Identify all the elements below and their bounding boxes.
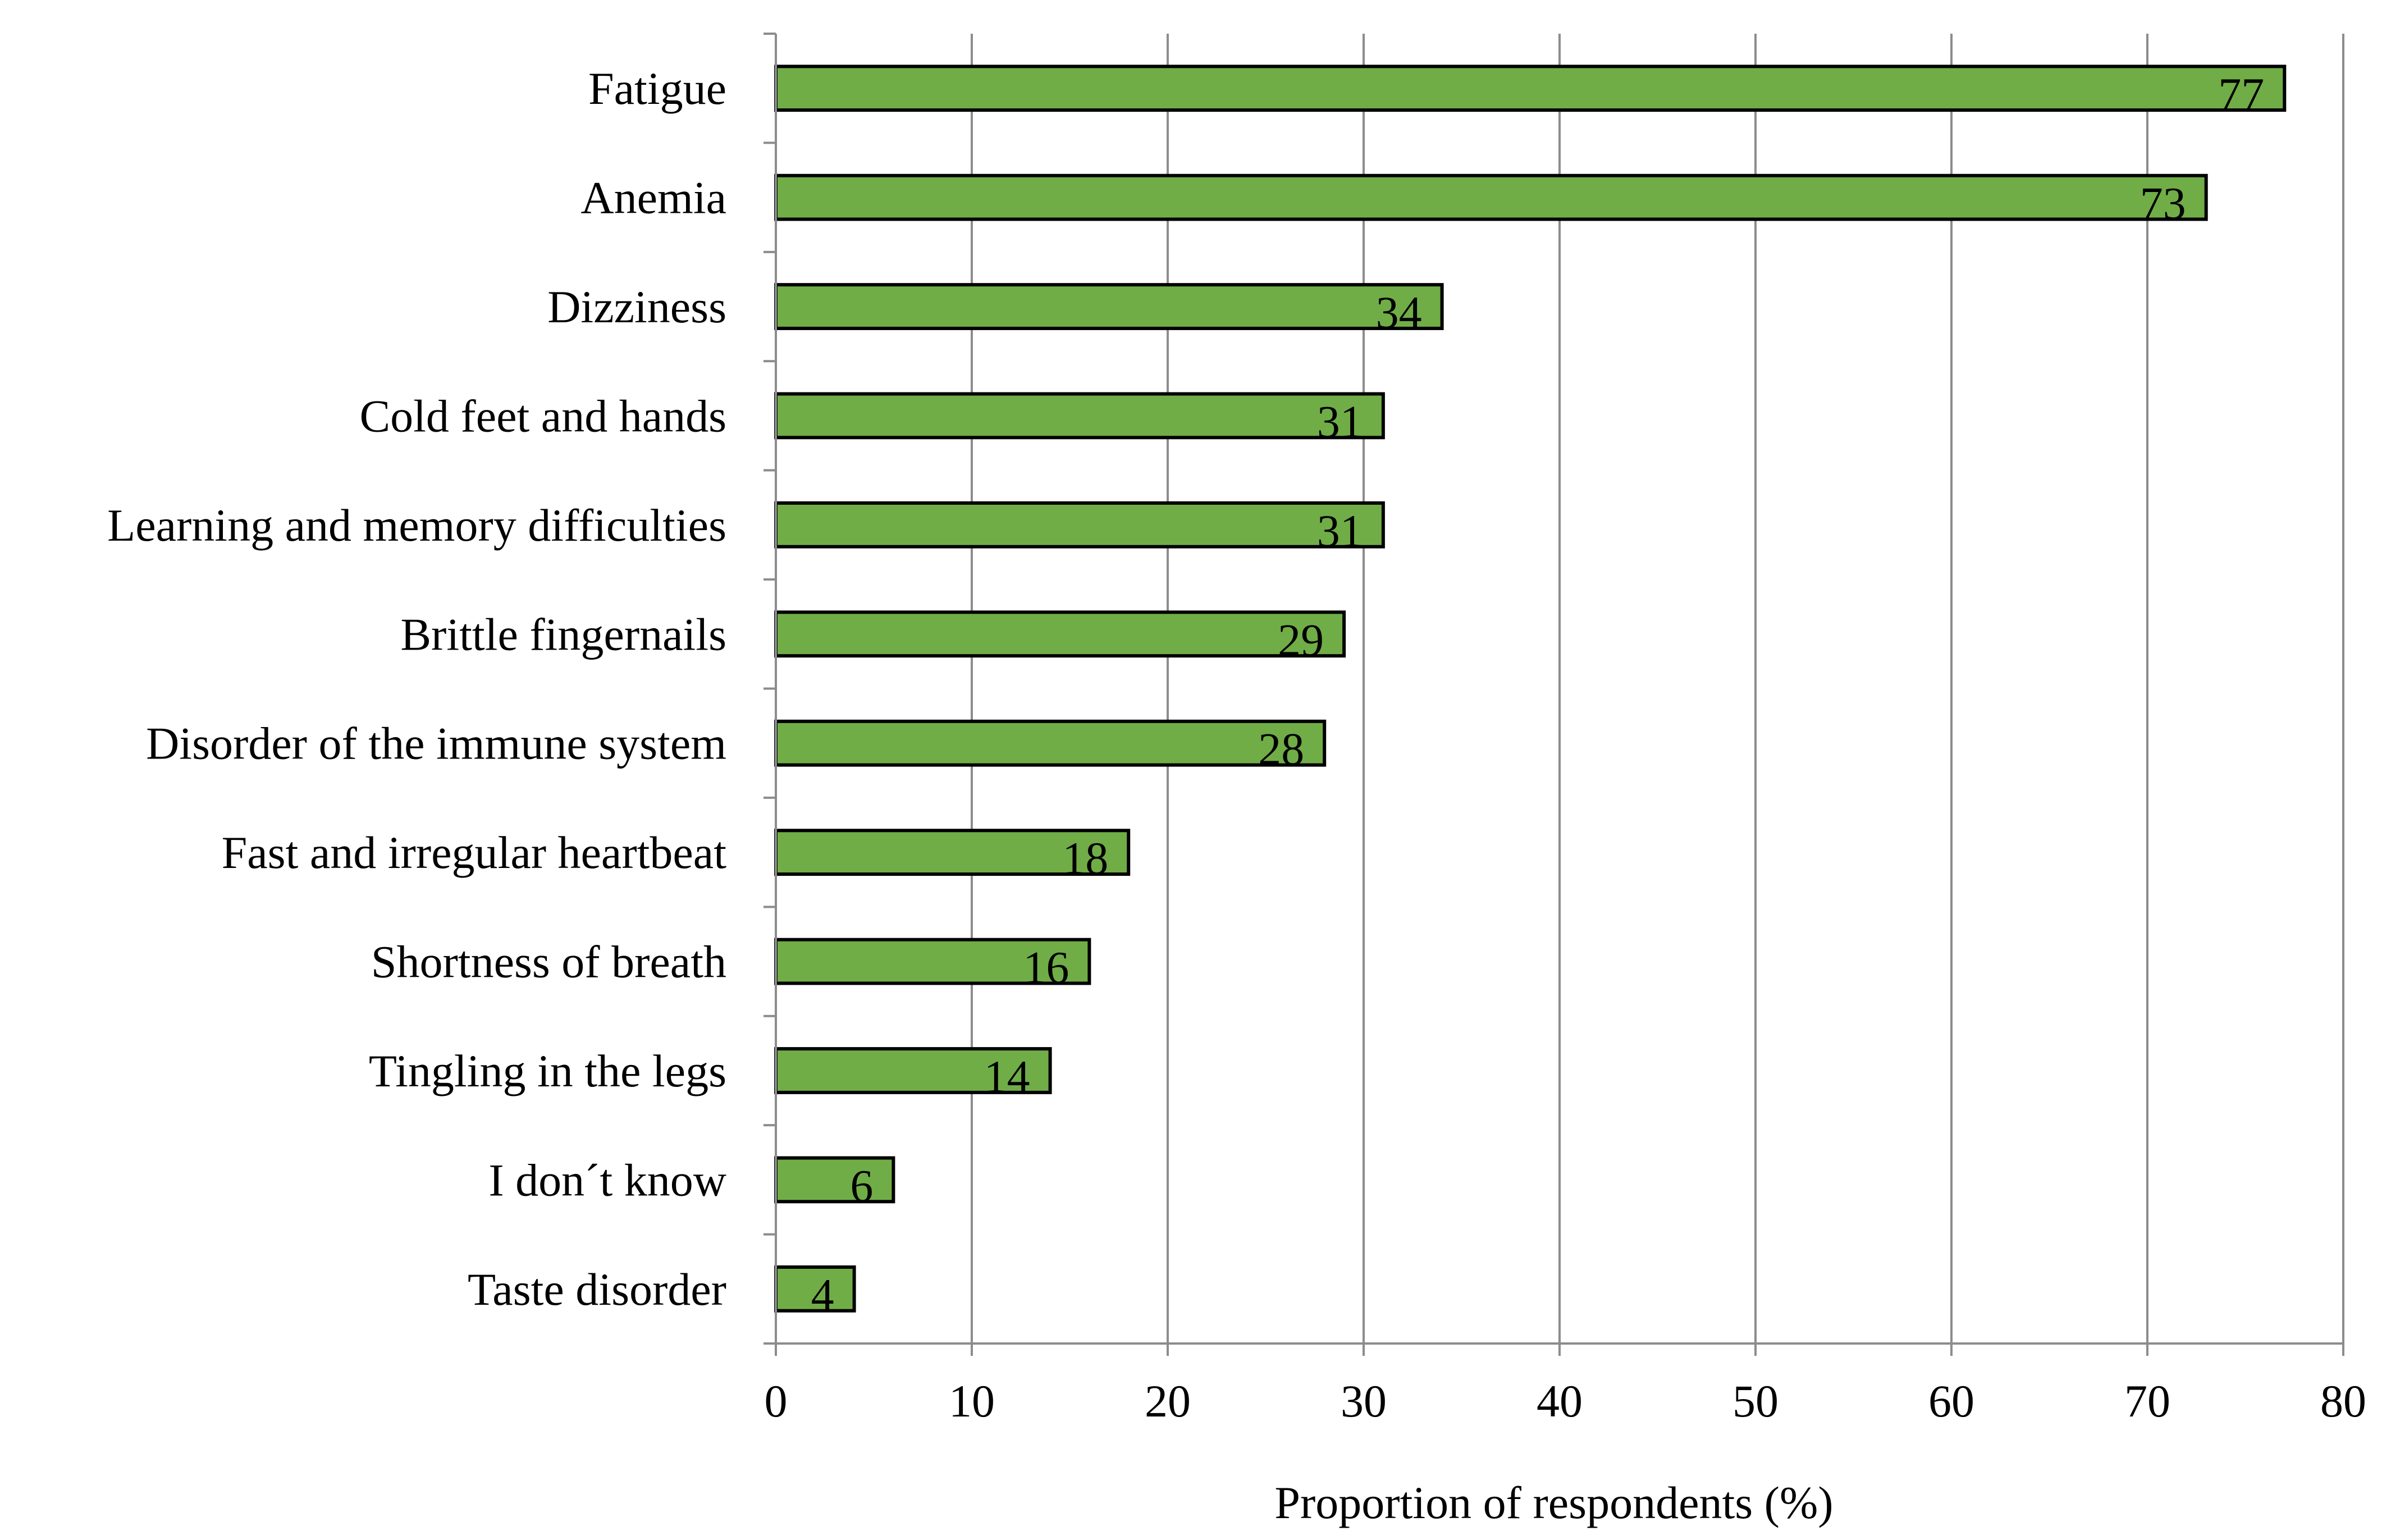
- data-label: 29: [1278, 614, 1324, 665]
- bar: [774, 610, 1346, 658]
- x-tick-label: 50: [1732, 1376, 1779, 1427]
- gridlines: [971, 34, 2344, 1343]
- category-label: Disorder of the immune system: [146, 718, 726, 769]
- data-label: 34: [1376, 287, 1422, 338]
- category-label: Shortness of breath: [371, 936, 726, 988]
- category-label: Brittle fingernails: [400, 609, 726, 660]
- axes: [764, 33, 2344, 1356]
- x-tick-label: 80: [2320, 1376, 2366, 1427]
- bar: [774, 283, 1444, 330]
- bar: [774, 501, 1385, 549]
- bar: [774, 1156, 895, 1204]
- bar: [774, 392, 1385, 440]
- bar: [774, 938, 1091, 985]
- category-label: Taste disorder: [468, 1264, 726, 1315]
- data-label: 6: [850, 1160, 873, 1211]
- bar: [774, 1047, 1052, 1094]
- x-axis-title: Proportion of respondents (%): [1274, 1477, 1833, 1528]
- data-label: 16: [1023, 942, 1069, 993]
- x-tick-label: 10: [949, 1376, 995, 1427]
- x-tick-label: 40: [1537, 1376, 1583, 1427]
- data-label: 73: [2140, 178, 2186, 229]
- data-label: 28: [1258, 724, 1304, 775]
- bar: [774, 719, 1327, 767]
- labels: 0 10 20 30 40 50 60 70 80 Fatigue 77 Anemia 73 Dizzin…: [107, 63, 2366, 1427]
- x-tick-label: 60: [1928, 1376, 1974, 1427]
- bar: [774, 173, 2208, 221]
- category-label: Anemia: [580, 172, 726, 223]
- category-label: Cold feet and hands: [359, 390, 726, 441]
- category-label: I don´t know: [488, 1154, 726, 1205]
- data-label: 4: [811, 1269, 834, 1320]
- x-tick-label: 20: [1145, 1376, 1191, 1427]
- data-label: 14: [984, 1051, 1030, 1102]
- category-label: Fatigue: [588, 63, 726, 114]
- category-label: Fast and irregular heartbeat: [222, 827, 727, 878]
- x-tick-label: 70: [2124, 1376, 2170, 1427]
- data-label: 77: [2218, 68, 2264, 120]
- x-tick-label: 0: [765, 1376, 788, 1427]
- category-label: Dizziness: [547, 281, 726, 332]
- bar: [774, 1265, 856, 1313]
- category-label: Learning and memory difficulties: [107, 500, 726, 551]
- data-label: 31: [1317, 396, 1363, 447]
- category-label: Tingling in the legs: [369, 1045, 726, 1096]
- data-label: 31: [1317, 505, 1363, 556]
- x-tick-label: 30: [1341, 1376, 1387, 1427]
- bars: [774, 65, 2287, 1313]
- data-label: 18: [1062, 833, 1108, 884]
- bar: [774, 65, 2287, 112]
